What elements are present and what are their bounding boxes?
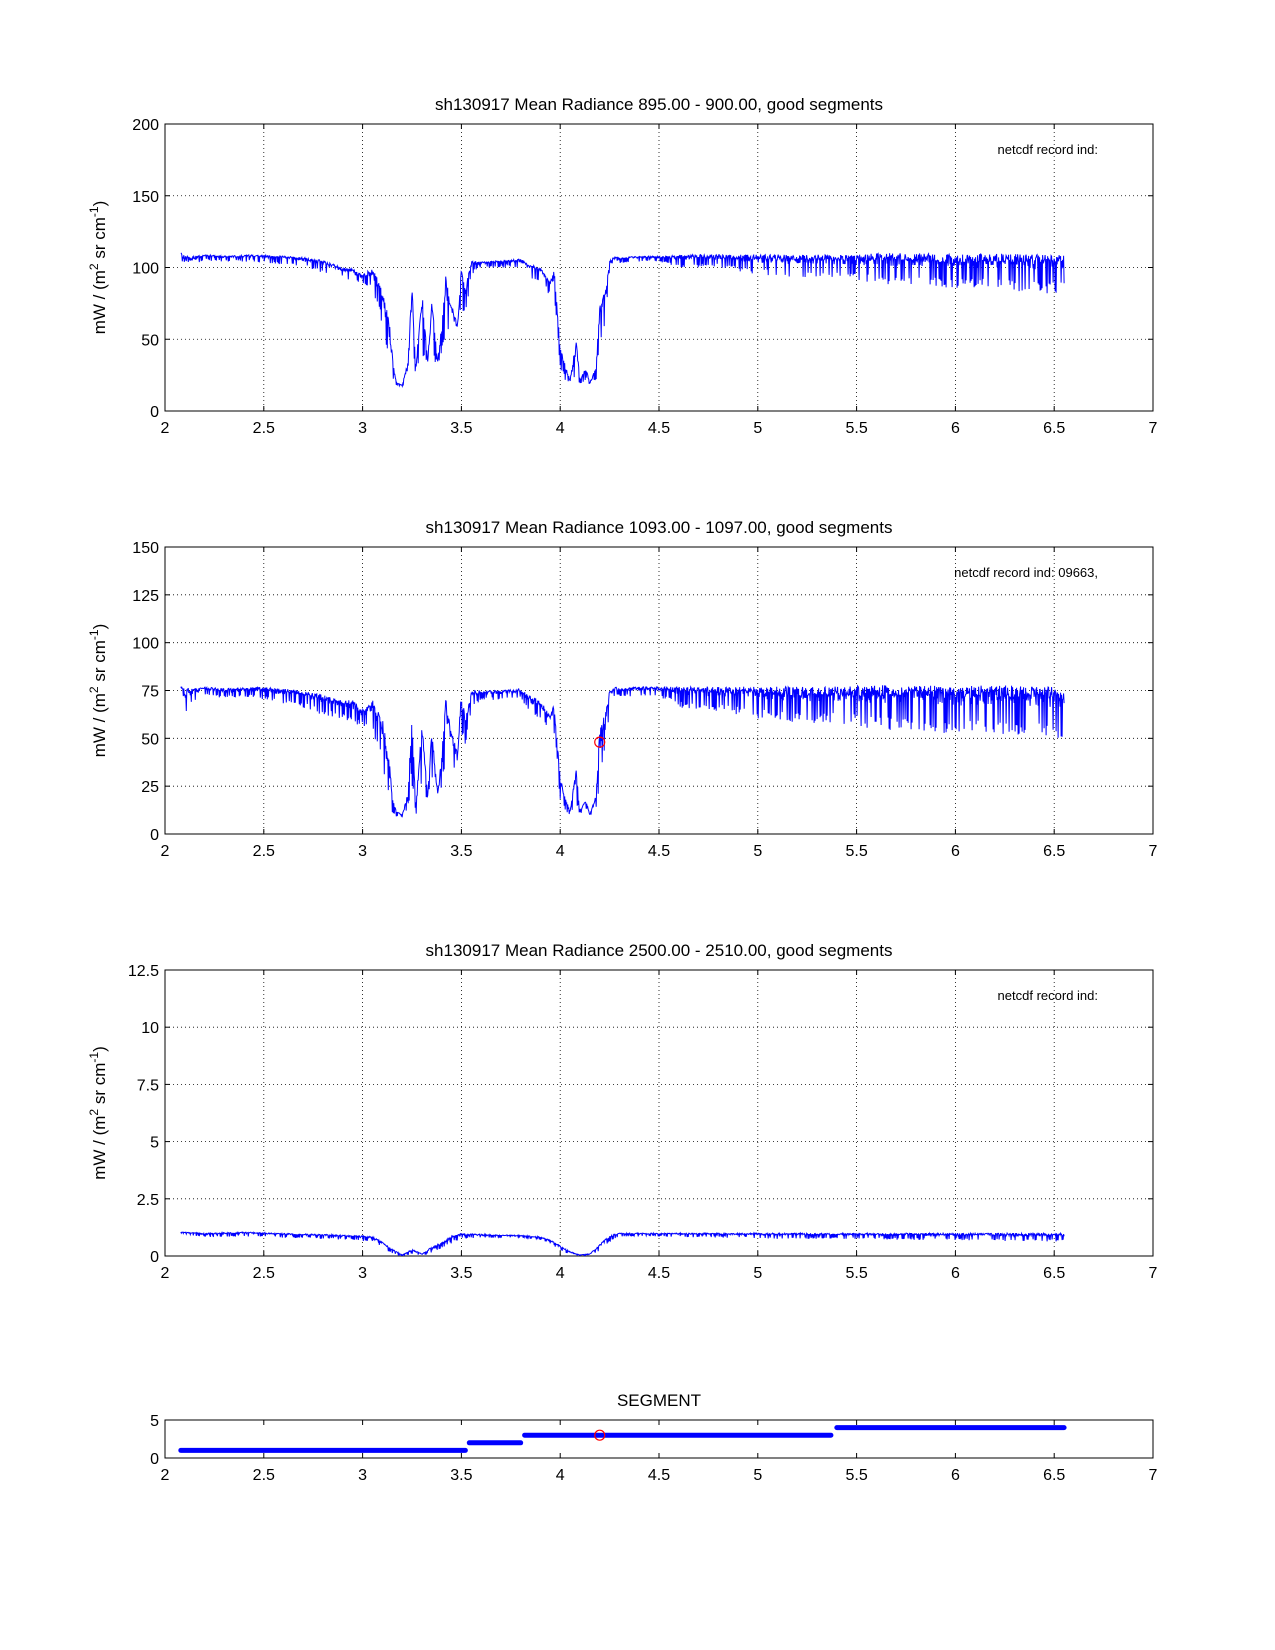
radiance-series (180, 252, 1065, 388)
x-tick-label: 2.5 (253, 420, 275, 437)
x-tick-label: 6 (951, 420, 960, 437)
x-tick-label: 2.5 (253, 1265, 275, 1282)
record-annotation: netcdf record ind: (998, 142, 1098, 157)
grid (165, 970, 1153, 1256)
grid (165, 124, 1153, 411)
current-record-marker (594, 736, 606, 748)
x-tick-label: 5.5 (845, 1265, 867, 1282)
x-tick-label: 2 (161, 1467, 170, 1484)
y-tick-label: 25 (141, 779, 159, 796)
x-tick-label: 6 (951, 843, 960, 860)
chart-2: 2 2.5 3 3.5 4 4.5 5 5.5 6 6.5 7 0 25 50 75 100 125 150 sh1… (87, 518, 1158, 860)
current-record-marker (594, 1429, 606, 1441)
x-tick-label: 3 (358, 1467, 367, 1484)
x-tick-label: 4.5 (648, 420, 670, 437)
y-tick-label: 50 (141, 332, 159, 349)
grid (165, 547, 1153, 834)
y-tick-label: 0 (150, 827, 159, 844)
x-tick-label: 2 (161, 420, 170, 437)
x-tick-label: 6.5 (1043, 420, 1065, 437)
x-tick-label: 7 (1149, 420, 1158, 437)
x-tick-label: 2 (161, 843, 170, 860)
plot-area (164, 969, 1154, 1257)
x-tick-label: 7 (1149, 1467, 1158, 1484)
y-tick-label: 0 (150, 1249, 159, 1266)
x-tick-label: 4 (556, 843, 565, 860)
radiance-series (180, 1230, 1065, 1256)
y-tick-label: 10 (141, 1020, 159, 1037)
x-tick-label: 4 (556, 420, 565, 437)
x-tick-label: 6 (951, 1467, 960, 1484)
x-tick-label: 5.5 (845, 843, 867, 860)
x-tick-label: 7 (1149, 843, 1158, 860)
record-annotation: netcdf record ind: 09663, (954, 565, 1098, 580)
chart-1: 2 2.5 3 3.5 4 4.5 5 5.5 6 6.5 7 0 50 100 150 200 sh13091… (87, 95, 1158, 437)
x-tick-label: 6.5 (1043, 843, 1065, 860)
x-tick-label: 4.5 (648, 1265, 670, 1282)
y-tick-label: 5 (150, 1413, 159, 1430)
radiance-series (180, 684, 1065, 818)
y-tick-label: 100 (132, 261, 159, 278)
x-tick-label: 2.5 (253, 1467, 275, 1484)
y-axis-label: mW / (m2 sr cm-1) (87, 624, 109, 758)
x-tick-label: 4.5 (648, 1467, 670, 1484)
chart-3: 2 2.5 3 3.5 4 4.5 5 5.5 6 6.5 7 0 2.5 5 7.5 10 12.5 sh130… (87, 941, 1158, 1282)
y-tick-label: 0 (150, 404, 159, 421)
x-tick-label: 7 (1149, 1265, 1158, 1282)
chart-title: SEGMENT (617, 1391, 701, 1410)
x-tick-label: 4.5 (648, 843, 670, 860)
x-tick-label: 5.5 (845, 1467, 867, 1484)
chart-title: sh130917 Mean Radiance 1093.00 - 1097.00… (426, 518, 893, 537)
x-tick-label: 5 (753, 1265, 762, 1282)
x-tick-label: 5 (753, 420, 762, 437)
x-tick-label: 3.5 (450, 420, 472, 437)
x-tick-label: 3 (358, 843, 367, 860)
chart-title: sh130917 Mean Radiance 2500.00 - 2510.00… (426, 941, 893, 960)
x-tick-label: 5 (753, 843, 762, 860)
x-tick-label: 5 (753, 1467, 762, 1484)
x-tick-label: 2.5 (253, 843, 275, 860)
y-tick-label: 12.5 (128, 963, 159, 980)
y-tick-label: 0 (150, 1451, 159, 1468)
x-tick-label: 6.5 (1043, 1265, 1065, 1282)
chart-title: sh130917 Mean Radiance 895.00 - 900.00, … (435, 95, 883, 114)
x-tick-label: 3 (358, 420, 367, 437)
y-tick-label: 7.5 (137, 1077, 159, 1094)
y-axis-label: mW / (m2 sr cm-1) (87, 1046, 109, 1180)
y-tick-label: 100 (132, 636, 159, 653)
y-tick-label: 150 (132, 540, 159, 557)
y-tick-label: 2.5 (137, 1192, 159, 1209)
x-tick-label: 2 (161, 1265, 170, 1282)
y-tick-label: 5 (150, 1135, 159, 1152)
x-tick-label: 6.5 (1043, 1467, 1065, 1484)
y-tick-label: 125 (132, 588, 159, 605)
x-tick-label: 5.5 (845, 420, 867, 437)
x-tick-label: 3.5 (450, 843, 472, 860)
x-tick-label: 3.5 (450, 1265, 472, 1282)
y-tick-label: 200 (132, 117, 159, 134)
x-tick-label: 4 (556, 1467, 565, 1484)
x-tick-label: 4 (556, 1265, 565, 1282)
y-axis-label: mW / (m2 sr cm-1) (87, 201, 109, 335)
chart-4: 2 2.5 3 3.5 4 4.5 5 5.5 6 6.5 7 0 5 SEGMENT (150, 1391, 1157, 1484)
x-tick-label: 3.5 (450, 1467, 472, 1484)
x-tick-label: 3 (358, 1265, 367, 1282)
record-annotation: netcdf record ind: (998, 988, 1098, 1003)
y-tick-label: 150 (132, 189, 159, 206)
y-tick-label: 75 (141, 684, 159, 701)
y-tick-label: 50 (141, 731, 159, 748)
x-tick-label: 6 (951, 1265, 960, 1282)
